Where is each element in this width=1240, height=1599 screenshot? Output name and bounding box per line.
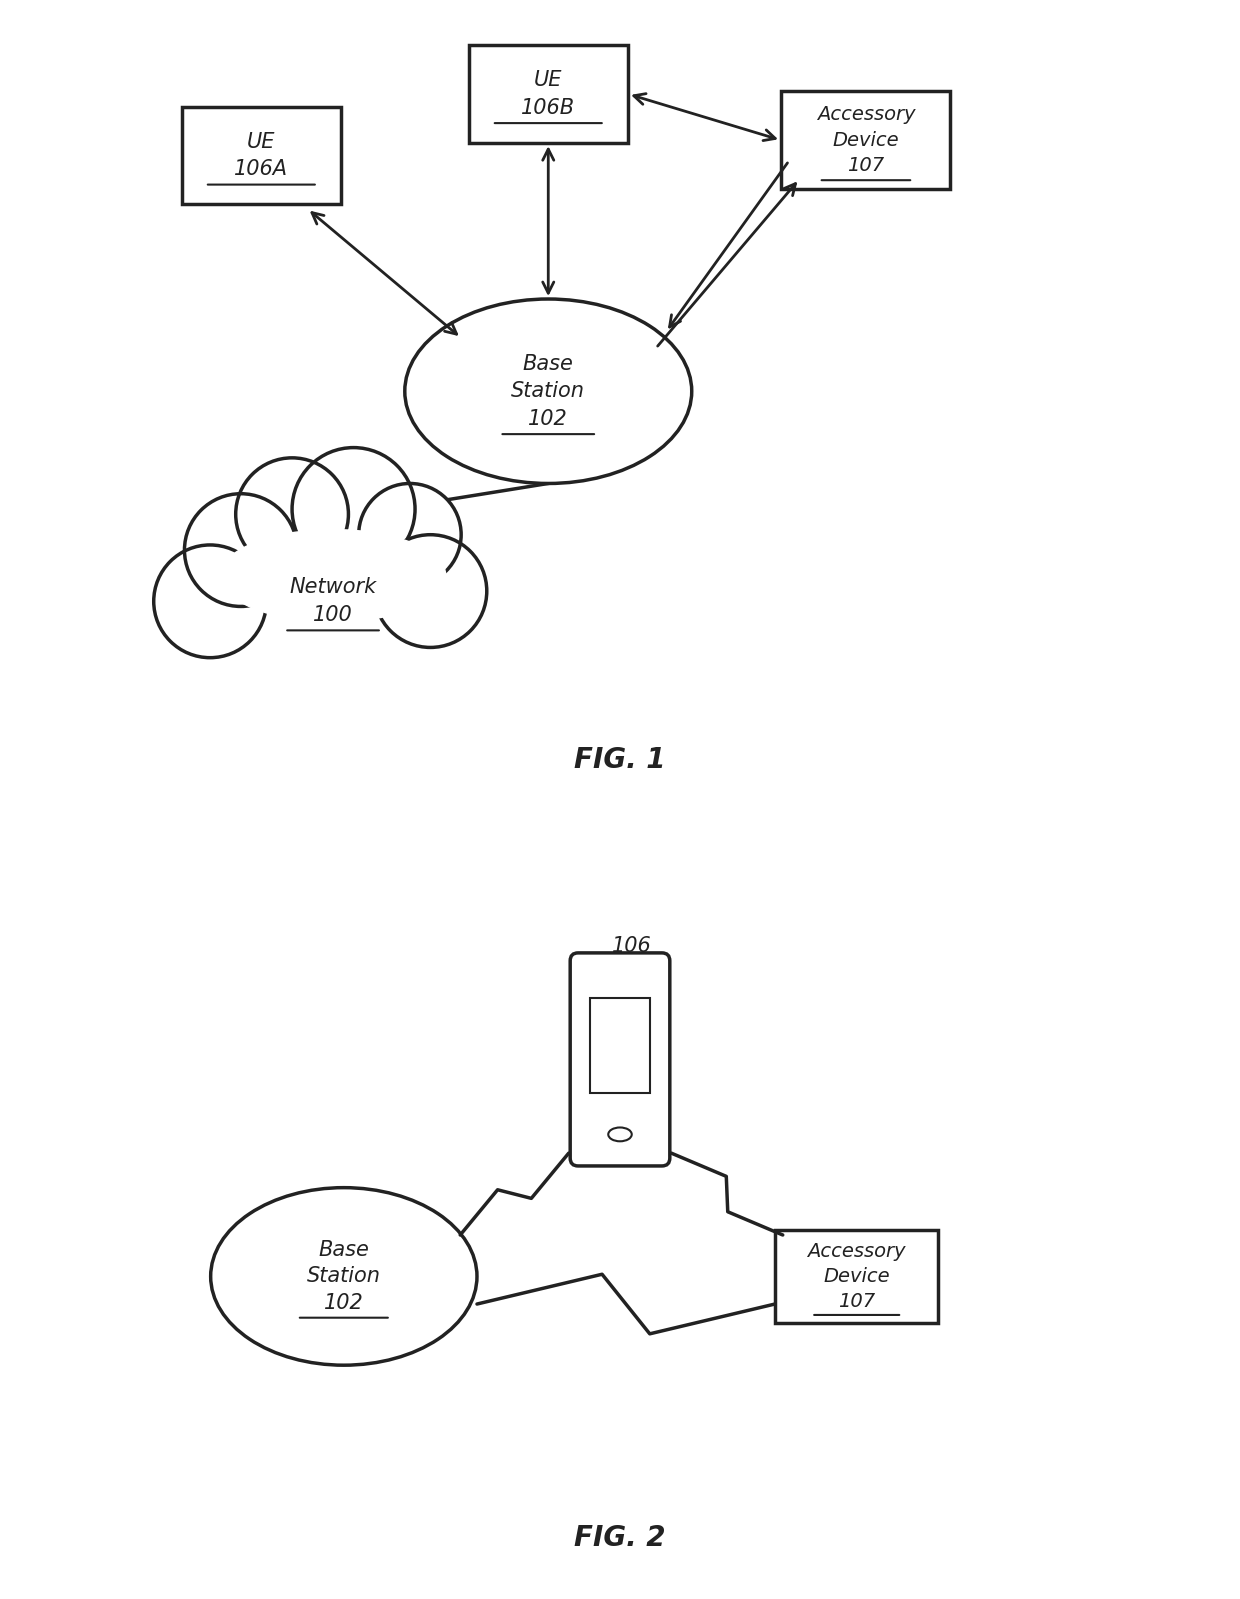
FancyBboxPatch shape <box>590 998 650 1094</box>
Text: FIG. 1: FIG. 1 <box>574 747 666 774</box>
Text: 102: 102 <box>324 1294 363 1313</box>
FancyBboxPatch shape <box>570 953 670 1166</box>
Text: Device: Device <box>832 131 899 150</box>
Circle shape <box>154 545 267 657</box>
Text: 106: 106 <box>613 935 652 956</box>
Ellipse shape <box>221 529 446 622</box>
Text: 107: 107 <box>838 1292 875 1311</box>
FancyBboxPatch shape <box>781 91 951 189</box>
Text: 107: 107 <box>847 157 884 176</box>
Text: Station: Station <box>306 1266 381 1287</box>
Text: Device: Device <box>823 1266 890 1286</box>
Ellipse shape <box>210 520 456 632</box>
Circle shape <box>236 457 348 571</box>
Circle shape <box>185 494 298 606</box>
Text: Accessory: Accessory <box>807 1242 906 1262</box>
Text: 106A: 106A <box>234 160 289 179</box>
FancyBboxPatch shape <box>182 107 341 205</box>
Text: FIG. 2: FIG. 2 <box>574 1524 666 1551</box>
Text: Network: Network <box>289 577 377 598</box>
Circle shape <box>293 448 415 571</box>
Text: UE: UE <box>534 70 563 90</box>
Text: UE: UE <box>247 131 275 152</box>
Ellipse shape <box>404 299 692 483</box>
Ellipse shape <box>609 1127 631 1142</box>
Text: Base: Base <box>523 353 574 374</box>
FancyBboxPatch shape <box>775 1230 939 1324</box>
Text: 102: 102 <box>528 409 568 429</box>
Text: Base: Base <box>319 1239 370 1260</box>
Text: 106B: 106B <box>521 98 575 118</box>
Ellipse shape <box>211 1188 477 1366</box>
Text: 100: 100 <box>314 604 353 625</box>
Text: Accessory: Accessory <box>817 106 915 123</box>
Circle shape <box>358 483 461 585</box>
FancyBboxPatch shape <box>469 45 627 142</box>
Text: Station: Station <box>511 381 585 401</box>
Circle shape <box>374 534 487 648</box>
